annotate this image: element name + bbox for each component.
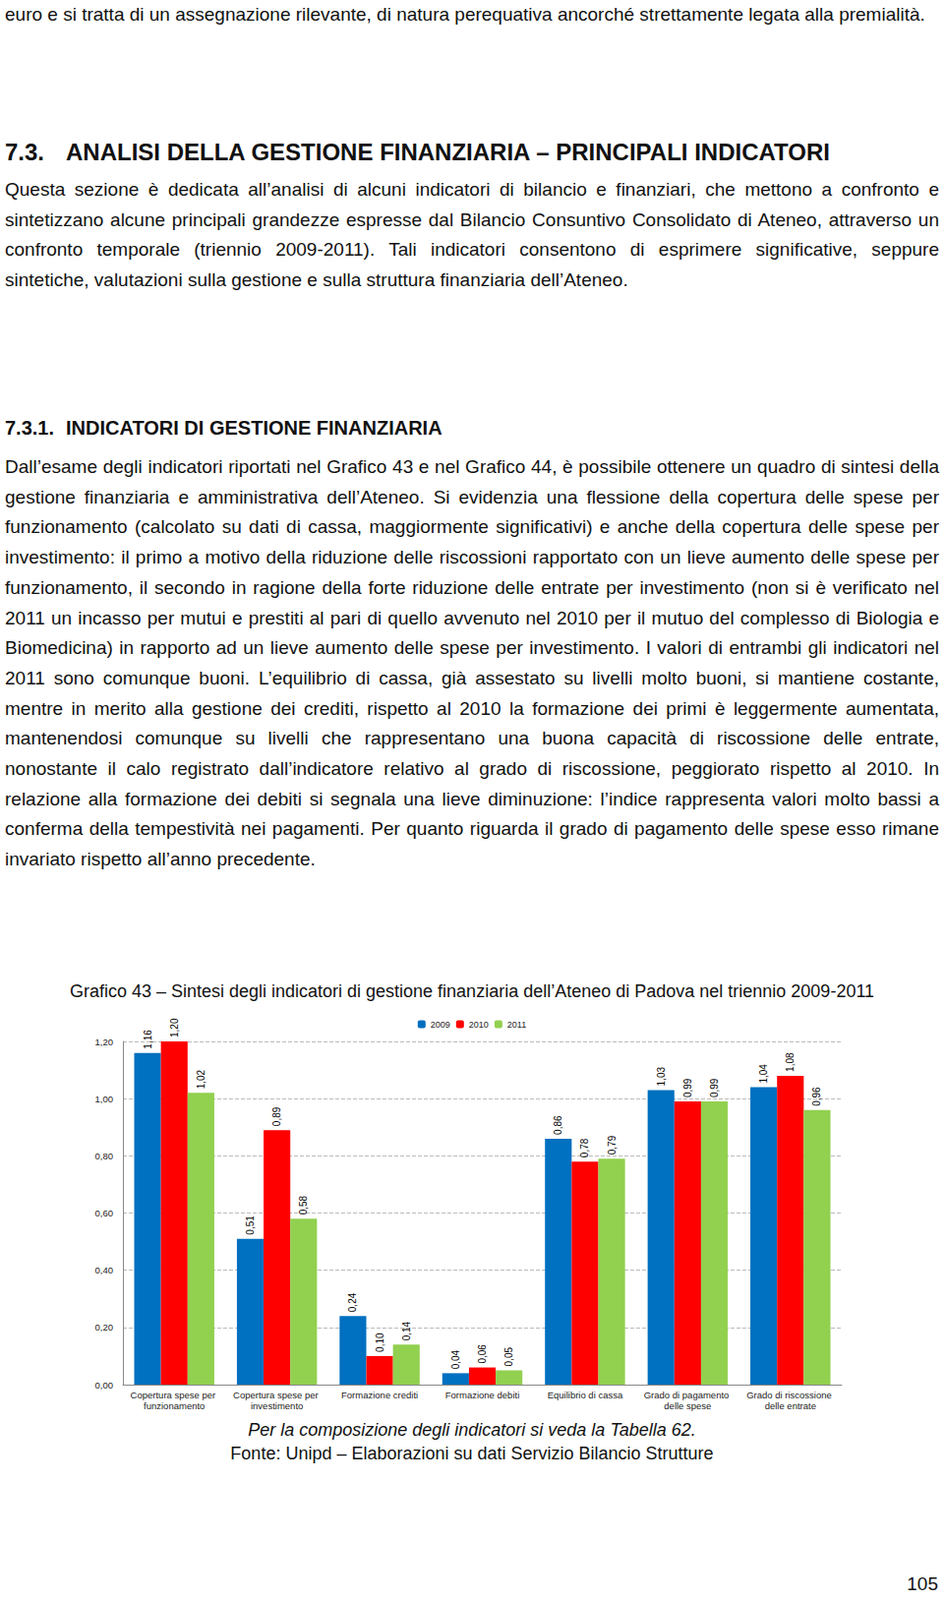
svg-text:0,20: 0,20 [95, 1321, 115, 1333]
svg-text:Copertura spese per: Copertura spese per [233, 1389, 321, 1401]
svg-text:0,80: 0,80 [95, 1150, 115, 1162]
svg-text:0,14: 0,14 [401, 1320, 413, 1341]
svg-text:funzionamento: funzionamento [143, 1400, 205, 1412]
svg-text:0,89: 0,89 [271, 1106, 283, 1126]
html-text:euro e si tratta di un assegna: euro e si tratta di un assegnazione rile… [4, 3, 926, 25]
svg-text:Formazione crediti: Formazione crediti [341, 1389, 418, 1401]
svg-text:0,00: 0,00 [95, 1379, 115, 1391]
svg-text:0,60: 0,60 [95, 1207, 115, 1219]
svg-text:1,02: 1,02 [195, 1068, 207, 1089]
svg-text:1,00: 1,00 [95, 1093, 115, 1105]
html-text:Per la composizione degli indi: Per la composizione degli indicatori si … [247, 1419, 697, 1440]
svg-text:0,99: 0,99 [708, 1077, 720, 1098]
svg-text:0,40: 0,40 [95, 1264, 115, 1276]
svg-text:Copertura spese per: Copertura spese per [130, 1389, 219, 1401]
svg-text:Equilibrio di cassa: Equilibrio di cassa [547, 1389, 624, 1401]
svg-text:1,08: 1,08 [784, 1052, 796, 1072]
svg-text:0,06: 0,06 [476, 1344, 488, 1364]
svg-text:0,86: 0,86 [552, 1115, 564, 1135]
svg-text:delle spese: delle spese [663, 1400, 711, 1412]
svg-text:1,03: 1,03 [655, 1066, 667, 1087]
svg-text:Grado di riscossione: Grado di riscossione [746, 1389, 834, 1401]
html-text:ANALISI DELLA GESTIONE FINANZI: ANALISI DELLA GESTIONE FINANZIARIA – PRI… [65, 138, 830, 166]
svg-text:2010: 2010 [469, 1019, 489, 1030]
html-text:Dall’esame degli indicatori ri: Dall’esame degli indicatori riportati ne… [4, 456, 940, 870]
svg-text:2009: 2009 [430, 1019, 451, 1030]
svg-text:Grado di pagamento: Grado di pagamento [644, 1389, 732, 1401]
html-text:7.3.1.: 7.3.1. [4, 416, 55, 439]
html-text:Grafico 43 – Sintesi degli ind: Grafico 43 – Sintesi degli indicatori di… [69, 981, 875, 1002]
svg-text:1,20: 1,20 [95, 1036, 115, 1048]
svg-text:0,99: 0,99 [682, 1077, 694, 1098]
html-text:7.3.: 7.3. [4, 138, 45, 166]
svg-text:0,78: 0,78 [579, 1137, 590, 1158]
svg-text:0,10: 0,10 [374, 1332, 386, 1353]
svg-text:2011: 2011 [507, 1019, 527, 1030]
svg-text:0,51: 0,51 [244, 1215, 256, 1236]
svg-text:Formazione debiti: Formazione debiti [445, 1389, 521, 1401]
svg-text:1,16: 1,16 [142, 1029, 154, 1050]
html-text:INDICATORI DI GESTIONE FINANZI: INDICATORI DI GESTIONE FINANZIARIA [65, 416, 443, 439]
svg-text:0,58: 0,58 [297, 1194, 309, 1215]
svg-text:1,20: 1,20 [169, 1017, 180, 1038]
svg-text:0,04: 0,04 [450, 1349, 462, 1369]
svg-text:delle entrate: delle entrate [765, 1400, 817, 1412]
svg-text:investimento: investimento [250, 1400, 303, 1412]
html-text:Questa sezione è dedicata all’: Questa sezione è dedicata all’analisi di… [4, 178, 940, 291]
svg-text:1,04: 1,04 [758, 1063, 769, 1084]
svg-text:0,05: 0,05 [503, 1347, 515, 1367]
html-text:105: 105 [906, 1573, 939, 1594]
svg-text:0,96: 0,96 [811, 1086, 823, 1107]
svg-text:0,79: 0,79 [606, 1134, 618, 1155]
svg-text:0,24: 0,24 [347, 1292, 358, 1312]
html-text:Fonte: Unipd – Elaborazioni su: Fonte: Unipd – Elaborazioni su dati Serv… [230, 1443, 714, 1464]
